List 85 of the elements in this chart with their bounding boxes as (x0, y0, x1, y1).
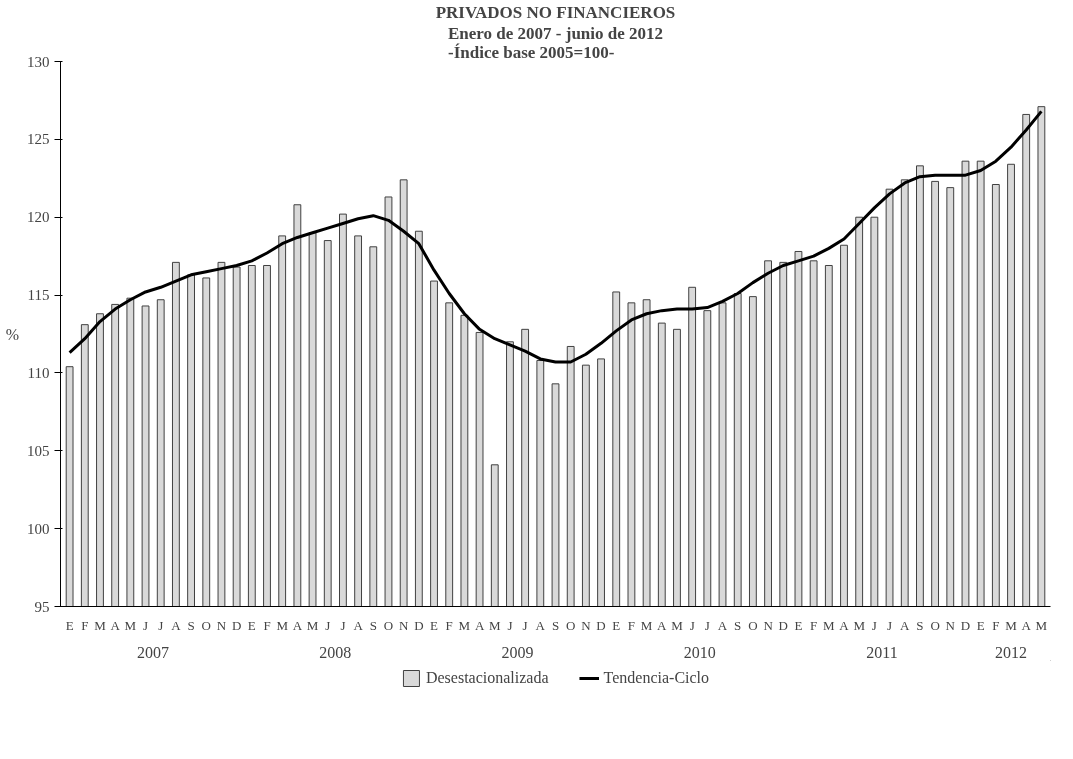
x-tick-label: N (581, 617, 592, 633)
x-tick-label: J (143, 617, 149, 633)
x-tick-label: A (474, 617, 485, 633)
x-tick-label: J (871, 617, 877, 633)
x-tick-label: N (763, 617, 774, 633)
y-tick-label: 95 (34, 598, 50, 615)
x-tick-label: E (65, 617, 74, 633)
y-tick-label: 115 (27, 287, 50, 304)
text: 2012 (995, 643, 1028, 661)
x-tick-label: A (110, 617, 121, 633)
line-series (68, 109, 1043, 364)
x-tick-label: F (810, 617, 818, 633)
x-tick-label: E (430, 617, 439, 633)
x-tick-label: F (992, 617, 1000, 633)
x-tick-label: M (1005, 617, 1018, 633)
x-tick-label: O (383, 617, 394, 633)
text: 2008 (319, 643, 352, 661)
x-tick-label: N (398, 617, 409, 633)
x-tick-label: J (340, 617, 346, 633)
x-tick-label: A (171, 617, 182, 633)
x-tick-label: J (158, 617, 164, 633)
x-tick-label: E (612, 617, 621, 633)
x-tick-label: D (596, 617, 606, 633)
x-tick-label: A (900, 617, 911, 633)
legend-label: Desestacionalizada (425, 669, 549, 687)
text: 2011 (866, 643, 898, 661)
x-tick-label: S (369, 617, 377, 633)
x-tick-label: J (507, 617, 513, 633)
x-tick-label: F (445, 617, 453, 633)
x-tick-label: E (794, 617, 803, 633)
x-tick-label: O (930, 617, 940, 633)
x-tick-label: M (94, 617, 107, 633)
x-tick-label: S (734, 617, 742, 633)
x-tick-label: J (689, 617, 695, 633)
x-tick-label: J (704, 617, 710, 633)
x-tick-label: S (187, 617, 195, 633)
x-tick-label: D (231, 617, 242, 633)
x-tick-label: A (292, 617, 303, 633)
y-tick-label: 125 (27, 131, 50, 148)
x-tick-label: M (488, 617, 501, 633)
legend-label: Tendencia-Ciclo (603, 669, 710, 687)
y-tick-label: 130 (27, 53, 50, 70)
x-tick-label: J (522, 617, 528, 633)
x-tick-label: D (960, 617, 971, 633)
text: 2009 (501, 643, 534, 661)
x-tick-label: S (551, 617, 560, 633)
x-tick-label: E (976, 617, 985, 633)
y-axis-title: % (5, 325, 19, 343)
x-tick-label: S (916, 617, 924, 633)
x-tick-label: A (535, 617, 546, 633)
x-tick-label: J (325, 617, 331, 633)
x-tick-label: N (216, 617, 227, 633)
x-tick-label: A (839, 617, 850, 633)
x-tick-label: A (353, 617, 364, 633)
chart-title: PRIVADOS NO FINANCIEROS (435, 2, 676, 22)
y-tick-label: 100 (27, 520, 50, 537)
x-tick-label: E (247, 617, 256, 633)
x-tick-label: A (717, 617, 728, 633)
x-tick-label: D (414, 617, 424, 633)
chart-subtitle: Enero de 2007 - junio de 2012 -Índice base 2005=100- (447, 23, 664, 62)
x-tick-label: O (565, 617, 576, 633)
x-tick-label: M (124, 617, 137, 633)
x-tick-label: M (306, 617, 319, 633)
text: 2007 (137, 643, 170, 661)
x-tick-label: F (627, 617, 636, 633)
x-tick-label: A (1021, 617, 1032, 633)
x-tick-label: O (201, 617, 211, 633)
x-tick-label: M (823, 617, 836, 633)
x-tick-label: A (657, 617, 668, 633)
y-tick-label: 110 (27, 364, 50, 381)
x-tick-label: N (945, 617, 956, 633)
x-tick-label: M (671, 617, 684, 633)
x-tick-label: M (640, 617, 653, 633)
x-tick-label: F (81, 617, 89, 633)
x-tick-label: F (263, 617, 271, 633)
x-tick-label: O (748, 617, 758, 633)
x-tick-label: M (853, 617, 866, 633)
text: 2010 (683, 643, 716, 661)
y-tick-label: 120 (27, 209, 50, 226)
x-tick-label: D (778, 617, 788, 633)
x-tick-label: M (458, 617, 471, 633)
x-tick-label: M (1035, 617, 1048, 633)
x-tick-label: M (276, 617, 289, 633)
x-tick-label: J (887, 617, 893, 633)
y-tick-label: 105 (27, 442, 50, 459)
